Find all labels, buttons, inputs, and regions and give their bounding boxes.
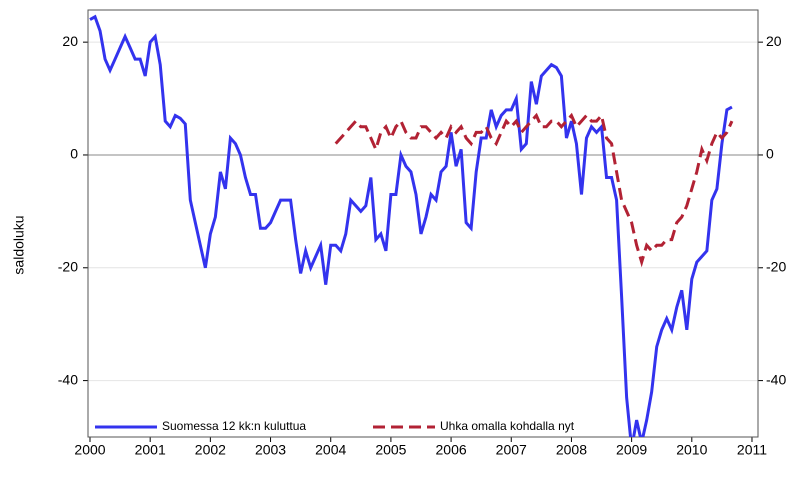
x-tick-label: 2001 [135,442,166,458]
legend-label: Suomessa 12 kk:n kuluttua [162,419,306,433]
series-line [89,14,733,437]
x-tick-label: 2010 [676,442,707,458]
x-tick-label: 2006 [436,442,467,458]
series-line [334,112,734,268]
x-tick-label: 2002 [195,442,226,458]
x-tick-label: 2007 [496,442,527,458]
x-tick-label: 2011 [737,442,767,458]
legend-label: Uhka omalla kohdalla nyt [440,419,575,433]
x-tick-label: 2009 [616,442,647,458]
x-tick-label: 2005 [375,442,406,458]
plot-frame [87,9,759,438]
y-tick-label: -40 [58,371,78,387]
y-tick-label: -20 [58,258,78,274]
y2-tick-label: 0 [766,146,774,162]
y2-tick-label: -20 [766,258,786,274]
y-tick-label: 20 [62,33,78,49]
y2-tick-label: 20 [766,33,782,49]
x-tick-label: 2004 [315,442,346,458]
y-tick-label: 0 [70,146,78,162]
x-tick-label: 2000 [74,442,105,458]
y-axis-label: saldoluku [11,215,27,274]
y2-tick-label: -40 [766,371,786,387]
x-tick-label: 2008 [556,442,587,458]
x-tick-label: 2003 [255,442,286,458]
